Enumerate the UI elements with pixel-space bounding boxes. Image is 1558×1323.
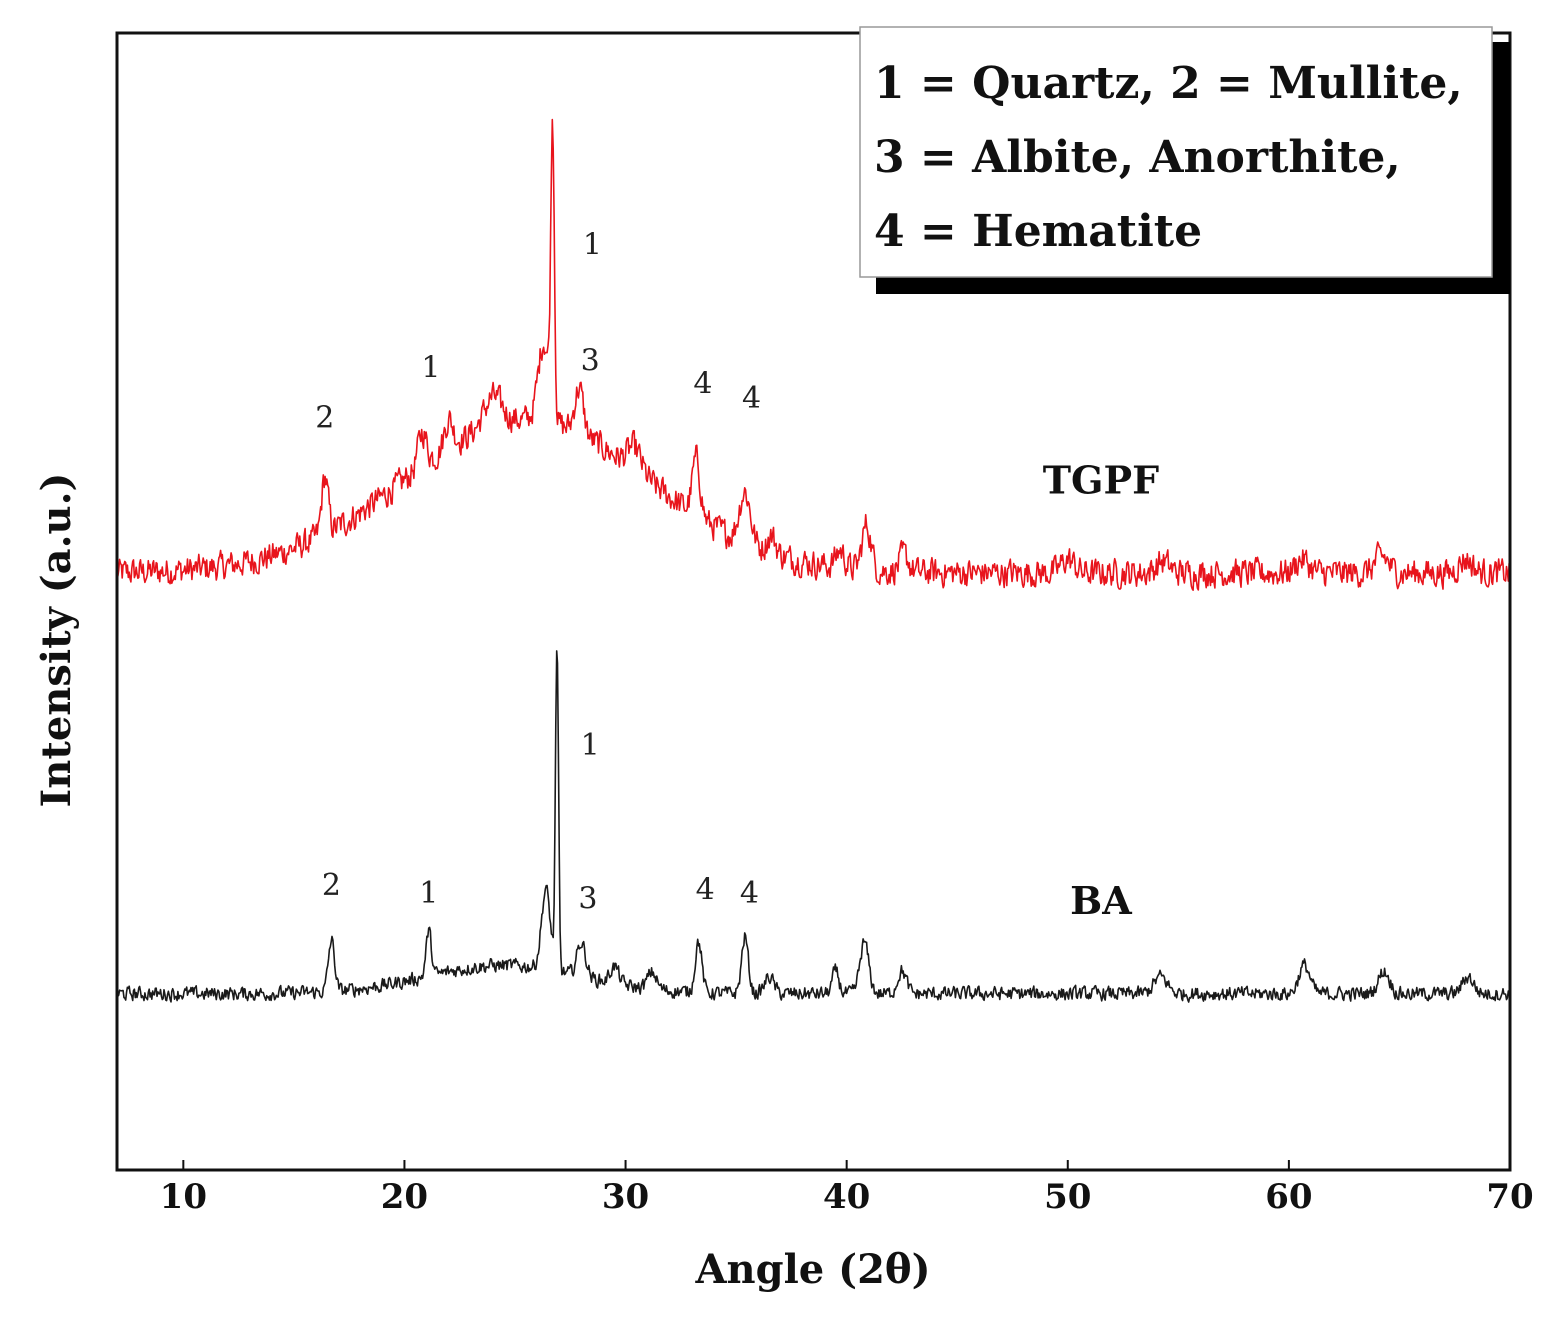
peak-label-ba-11: 4	[740, 876, 759, 911]
legend-line-3: 4 = Hematite	[874, 206, 1202, 257]
series-layer	[116, 118, 1511, 1003]
plot-frame	[115, 31, 1512, 1172]
x-tick-label-30: 30	[602, 1177, 649, 1217]
x-tick-label-70: 70	[1486, 1177, 1533, 1217]
peak-label-ba-8: 1	[581, 728, 600, 763]
peak-label-tgpf-2: 1	[583, 228, 602, 263]
x-tick-label-40: 40	[823, 1177, 870, 1217]
peak-label-ba-6: 2	[322, 868, 341, 903]
x-axis-ticks: 10 20 30 40 50 60 70	[160, 1160, 1534, 1217]
legend-box: 1 = Quartz, 2 = Mullite, 3 = Albite, Ano…	[859, 26, 1510, 294]
peak-label-ba-9: 3	[578, 881, 597, 916]
peak-label-ba-7: 1	[419, 876, 438, 911]
y-axis-title: Intensity (a.u.)	[33, 473, 80, 808]
x-tick-label-10: 10	[160, 1177, 207, 1217]
peak-label-tgpf-0: 2	[315, 401, 334, 436]
series-labels: TGPF BA	[1043, 457, 1159, 923]
series-line-tgpf	[116, 118, 1511, 592]
peak-label-tgpf-4: 4	[693, 366, 712, 401]
legend-line-1: 1 = Quartz, 2 = Mullite,	[874, 58, 1463, 109]
legend-panel	[859, 26, 1493, 278]
series-label-ba: BA	[1070, 878, 1132, 923]
peak-label-tgpf-5: 4	[742, 381, 761, 416]
x-axis-title: Angle (2θ)	[694, 1246, 930, 1293]
x-tick-label-20: 20	[381, 1177, 428, 1217]
x-tick-label-60: 60	[1265, 1177, 1312, 1217]
series-label-tgpf: TGPF	[1043, 457, 1159, 502]
peak-label-tgpf-1: 1	[421, 351, 440, 386]
peak-label-tgpf-3: 3	[581, 344, 600, 379]
x-tick-label-50: 50	[1044, 1177, 1091, 1217]
series-line-ba	[116, 650, 1511, 1003]
legend-line-2: 3 = Albite, Anorthite,	[874, 132, 1401, 183]
peak-label-ba-10: 4	[696, 872, 715, 907]
